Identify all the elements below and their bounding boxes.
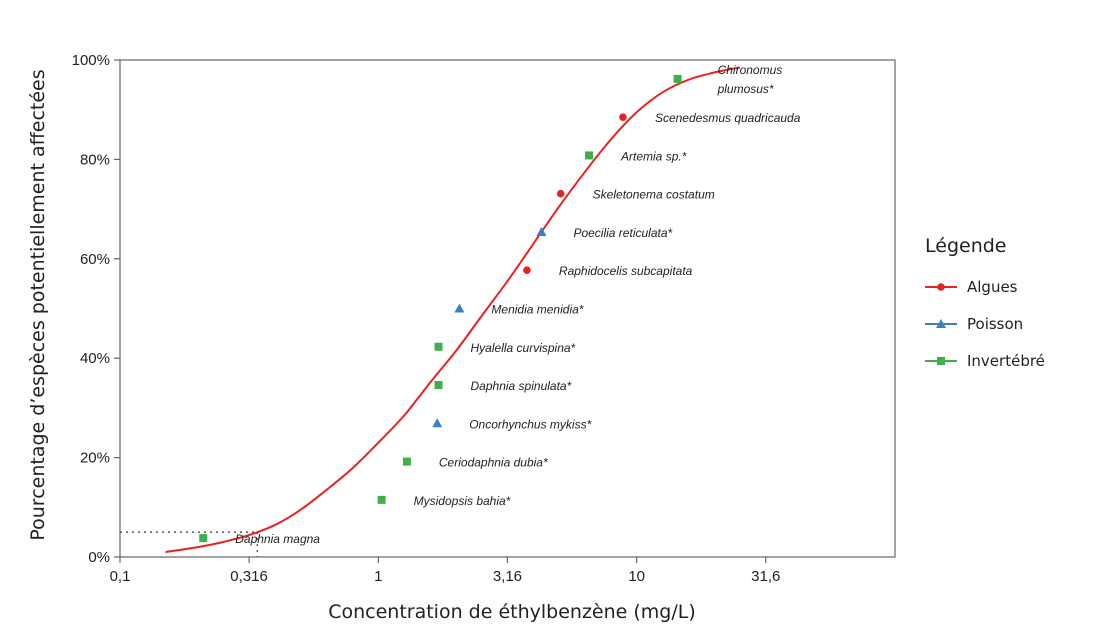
data-point bbox=[434, 381, 443, 390]
x-axis-title: Concentration de éthylbenzène (mg/L) bbox=[328, 601, 696, 623]
data-point bbox=[402, 457, 411, 466]
y-tick-label: 20% bbox=[80, 450, 110, 467]
data-point bbox=[434, 342, 443, 351]
species-label: Raphidocelis subcapitata bbox=[559, 264, 693, 278]
legend-marker bbox=[937, 357, 945, 365]
species-label: Oncorhynchus mykiss* bbox=[469, 417, 591, 431]
x-tick-label: 31,6 bbox=[751, 568, 780, 585]
species-label: Menidia menidia* bbox=[491, 303, 583, 317]
data-point bbox=[556, 189, 565, 198]
legend-label: Invertébré bbox=[967, 352, 1045, 370]
legend-marker bbox=[937, 283, 945, 291]
species-label: Hyalella curvispina* bbox=[471, 341, 576, 355]
data-point bbox=[199, 534, 208, 543]
data-point bbox=[454, 303, 465, 313]
y-tick-label: 40% bbox=[80, 350, 110, 367]
species-label: Daphnia spinulata* bbox=[471, 379, 572, 393]
plot-area: 0% 20% 40% 60% 80% 100% 0,1 0,316 1 3,16 10 31,6 Rap… bbox=[72, 52, 896, 585]
data-point bbox=[377, 495, 386, 504]
x-tick-label: 0,316 bbox=[230, 568, 268, 585]
x-tick-label: 10 bbox=[628, 568, 645, 585]
species-label: Mysidopsis bahia* bbox=[414, 494, 511, 508]
x-tick-label: 3,16 bbox=[493, 568, 522, 585]
x-tick-label: 0,1 bbox=[110, 568, 131, 585]
species-label: Daphnia magna bbox=[235, 532, 320, 546]
y-tick-label: 100% bbox=[72, 52, 110, 69]
series-algues: Raphidocelis subcapitata Skeletonema cost… bbox=[523, 111, 801, 278]
series-poisson: Oncorhynchus mykiss* Menidia menidia* Poec… bbox=[432, 226, 673, 431]
species-label: Skeletonema costatum bbox=[593, 188, 715, 202]
species-label: Chironomus bbox=[718, 63, 783, 77]
y-tick-label: 0% bbox=[88, 549, 110, 566]
fitted-curve bbox=[165, 66, 740, 553]
legend-title: Légende bbox=[925, 235, 1006, 257]
data-point bbox=[673, 74, 682, 83]
y-tick-label: 60% bbox=[80, 251, 110, 268]
legend-label: Poisson bbox=[967, 315, 1023, 333]
species-label: Scenedesmus quadricauda bbox=[655, 111, 801, 125]
species-label: Poecilia reticulata* bbox=[573, 226, 672, 240]
data-point bbox=[523, 266, 531, 275]
data-point bbox=[585, 151, 594, 160]
data-point bbox=[619, 113, 627, 121]
legend-marker bbox=[936, 319, 946, 328]
species-label: plumosus* bbox=[717, 82, 774, 96]
species-label: Artemia sp.* bbox=[620, 149, 687, 163]
species-label: Ceriodaphnia dubia* bbox=[439, 456, 548, 470]
data-point bbox=[536, 226, 547, 236]
x-tick-label: 1 bbox=[374, 568, 382, 585]
series-invertébré: Daphnia magna Mysidopsis bahia* Ceriodaphn… bbox=[199, 63, 782, 546]
legend: Légende Algues Poisson Invertébré bbox=[925, 235, 1045, 370]
legend-label: Algues bbox=[967, 278, 1018, 296]
y-tick-label: 80% bbox=[80, 151, 110, 168]
data-point bbox=[432, 418, 443, 428]
y-axis-title: Pourcentage d’espèces potentiellement af… bbox=[27, 69, 49, 540]
